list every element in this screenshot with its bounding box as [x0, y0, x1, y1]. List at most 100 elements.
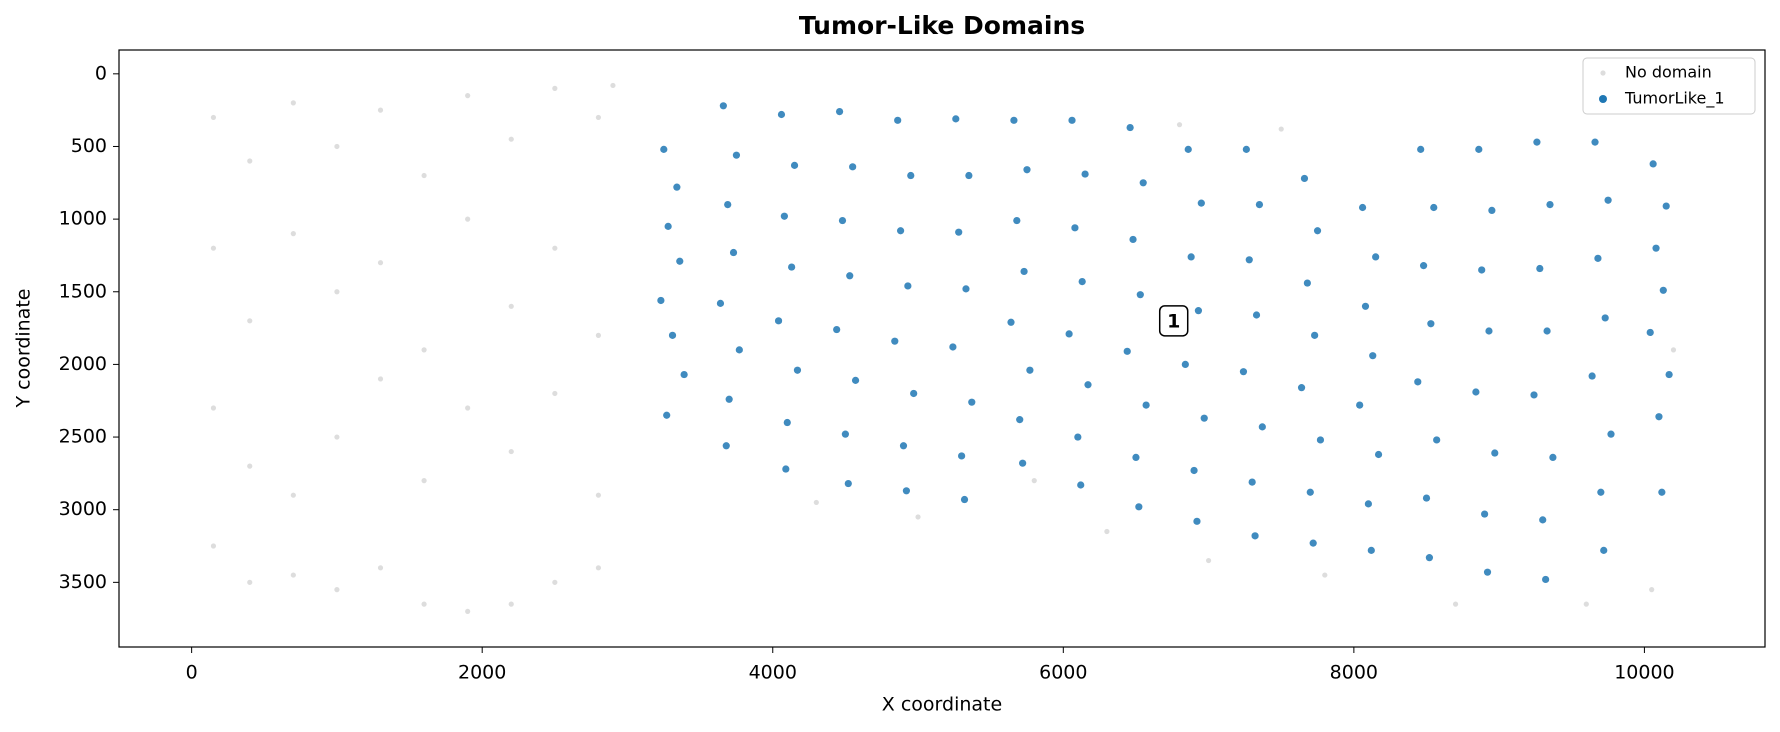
point: [465, 608, 471, 615]
point: [1369, 352, 1377, 360]
point: [1374, 450, 1383, 459]
y-tick-label: 3500: [59, 571, 107, 593]
point: [725, 395, 733, 403]
point: [465, 216, 471, 222]
point: [1135, 503, 1143, 511]
point: [965, 171, 973, 180]
point: [774, 317, 783, 325]
point: [1652, 244, 1660, 252]
point: [1472, 388, 1480, 396]
point: [1433, 436, 1441, 444]
point: [421, 478, 427, 484]
point: [904, 282, 912, 290]
x-axis-label: X coordinate: [882, 694, 1002, 716]
point: [833, 325, 841, 334]
point: [1356, 401, 1364, 409]
point: [1026, 366, 1034, 374]
point: [958, 452, 966, 460]
point: [899, 442, 908, 450]
point: [851, 376, 860, 384]
point: [465, 405, 471, 411]
point: [962, 285, 970, 293]
point: [835, 108, 844, 116]
point: [595, 332, 602, 338]
point: [1588, 372, 1596, 380]
point: [660, 145, 668, 153]
point: [1071, 224, 1079, 232]
point: [1309, 539, 1317, 547]
x-tick-label: 2000: [458, 662, 506, 684]
point: [894, 116, 902, 124]
point: [1665, 370, 1673, 379]
point: [552, 390, 558, 397]
point: [955, 228, 963, 236]
point: [790, 161, 799, 169]
point: [719, 102, 727, 110]
point: [1306, 488, 1314, 496]
y-tick-label: 3000: [59, 498, 107, 520]
point: [949, 343, 957, 351]
point: [1488, 206, 1496, 215]
point: [664, 222, 672, 230]
point: [1193, 517, 1201, 525]
point: [1303, 279, 1311, 287]
point: [1123, 347, 1131, 355]
point: [1425, 554, 1434, 562]
point: [247, 158, 253, 164]
point: [1184, 145, 1192, 153]
point: [508, 136, 514, 142]
point: [421, 172, 427, 179]
plot-frame: [118, 49, 1766, 648]
point: [891, 337, 899, 345]
point: [907, 171, 915, 180]
y-tick-label: 0: [95, 62, 107, 84]
point: [1604, 196, 1612, 204]
point: [838, 216, 847, 225]
point: [1181, 360, 1189, 369]
point: [290, 492, 296, 498]
point: [1646, 328, 1654, 337]
point: [732, 151, 741, 159]
point: [334, 587, 340, 593]
point: [1068, 116, 1076, 124]
point: [1478, 266, 1486, 274]
legend-box: [1582, 57, 1756, 115]
point: [1078, 277, 1086, 286]
point: [1316, 436, 1325, 444]
point: [1187, 253, 1195, 261]
point: [290, 231, 296, 237]
point: [1322, 572, 1328, 578]
point: [1583, 601, 1589, 607]
point: [1136, 291, 1144, 299]
x-tick-label: 0: [186, 662, 198, 684]
point: [1129, 235, 1137, 244]
point: [1020, 267, 1028, 276]
point: [1417, 145, 1425, 153]
point: [960, 495, 969, 504]
point: [1662, 202, 1670, 210]
point: [716, 299, 725, 307]
point: [1016, 416, 1024, 424]
point: [1483, 568, 1492, 576]
point: [1546, 200, 1554, 209]
y-tick-label: 1500: [59, 280, 107, 302]
point: [290, 572, 296, 578]
point: [1539, 516, 1547, 524]
point: [1176, 122, 1183, 128]
point: [1422, 494, 1431, 502]
point: [968, 398, 976, 406]
point: [334, 289, 340, 295]
point: [1142, 401, 1150, 409]
point: [552, 85, 558, 91]
x-tick-label: 4000: [749, 662, 797, 684]
point: [1084, 381, 1092, 389]
point: [1242, 145, 1250, 153]
point: [1542, 575, 1550, 584]
point: [1358, 203, 1367, 212]
point: [1248, 478, 1256, 486]
point: [1190, 466, 1198, 475]
point: [552, 245, 558, 251]
legend-label: No domain: [1625, 63, 1712, 82]
point: [777, 110, 786, 119]
point: [247, 463, 253, 469]
